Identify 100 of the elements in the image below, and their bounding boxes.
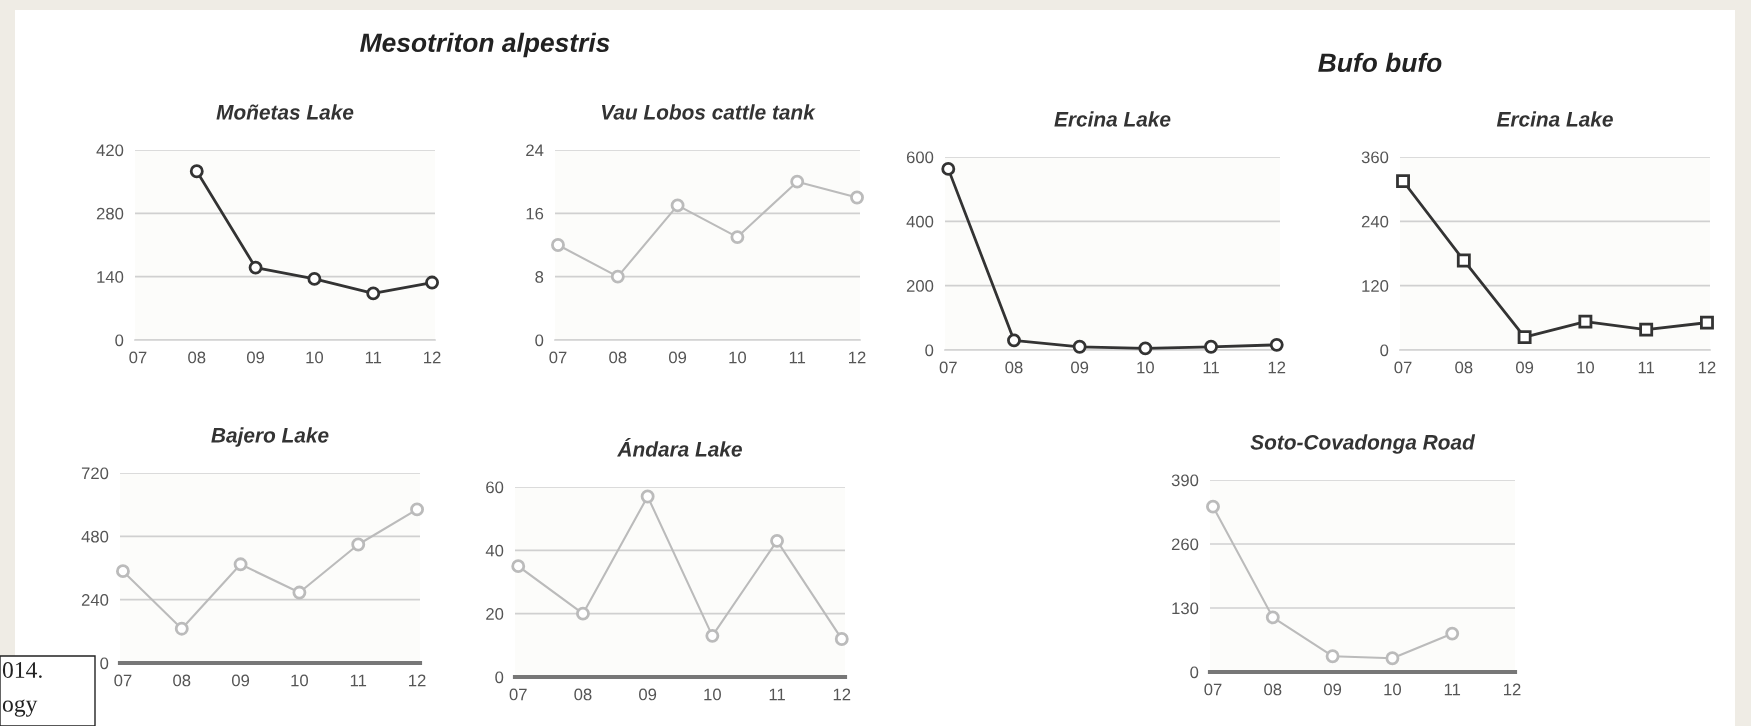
point — [1265, 610, 1280, 625]
x-tick-label: 07 — [939, 361, 957, 374]
point — [1456, 253, 1471, 268]
y-tick-label: 0 — [1190, 666, 1199, 679]
x-tick-label: 08 — [574, 688, 592, 701]
chart-title: Ándara Lake — [617, 438, 742, 457]
y-tick-label: 240 — [81, 594, 109, 606]
y-tick-label: 120 — [1362, 280, 1389, 292]
point — [576, 606, 590, 621]
point — [640, 489, 655, 504]
point — [1072, 339, 1087, 354]
x-tick-label: 10 — [729, 351, 747, 364]
point — [941, 161, 956, 176]
chart-title: Moñetas Lake — [216, 104, 354, 120]
y-tick-label: 16 — [526, 207, 544, 220]
x-tick-label: 12 — [1698, 361, 1716, 374]
y-tick-label: 60 — [486, 481, 504, 494]
x-tick-label: 09 — [668, 351, 687, 364]
x-tick-label: 08 — [1455, 361, 1473, 374]
x-tick-label: 08 — [609, 351, 627, 364]
x-tick-label: 12 — [849, 351, 866, 364]
x-tick-label: 08 — [173, 674, 191, 687]
chart-title: Soto-Covadonga Road — [1250, 434, 1476, 454]
y-tick-label: 240 — [1361, 215, 1389, 228]
chart-title: Ercina Lake — [1496, 111, 1613, 127]
point — [1396, 174, 1410, 189]
point — [248, 260, 263, 275]
x-tick-label: 07 — [509, 688, 527, 701]
y-tick-label: 200 — [906, 280, 934, 292]
y-tick-label: 600 — [906, 151, 934, 164]
x-tick-label: 09 — [246, 351, 265, 364]
point — [1517, 330, 1532, 345]
x-tick-label: 10 — [1137, 361, 1154, 374]
y-tick-label: 0 — [535, 334, 544, 347]
y-tick-label: 130 — [1172, 602, 1199, 615]
x-tick-label: 08 — [1005, 361, 1023, 374]
point — [1639, 322, 1654, 337]
point — [551, 238, 565, 252]
x-tick-label: 11 — [1638, 361, 1655, 374]
point — [730, 230, 745, 245]
x-tick-label: 07 — [1394, 361, 1412, 374]
point — [307, 271, 322, 286]
y-tick-label: 390 — [1171, 474, 1199, 487]
y-tick-label: 260 — [1171, 538, 1199, 551]
x-tick-label: 07 — [114, 674, 132, 687]
point — [1206, 499, 1220, 514]
point — [1700, 315, 1714, 330]
x-tick-label: 09 — [1323, 683, 1342, 696]
point — [850, 190, 864, 205]
x-tick-label: 08 — [1264, 683, 1282, 696]
point — [705, 628, 720, 643]
chart-title: Bajero Lake — [211, 427, 329, 447]
x-tick-label: 11 — [769, 688, 785, 701]
x-tick-label: 07 — [1204, 683, 1222, 696]
x-tick-label: 12 — [833, 688, 851, 701]
x-tick-label: 09 — [1071, 361, 1089, 374]
x-tick-label: 12 — [1268, 361, 1286, 374]
x-tick-label: 10 — [306, 351, 324, 364]
point — [366, 286, 381, 301]
point — [1204, 339, 1218, 354]
y-tick-label: 720 — [81, 467, 109, 480]
y-tick-label: 40 — [485, 544, 504, 557]
x-tick-label: 10 — [704, 688, 721, 701]
point — [834, 632, 849, 646]
x-tick-label: 11 — [365, 351, 382, 364]
x-tick-label: 11 — [350, 674, 367, 687]
point — [1007, 333, 1021, 348]
x-tick-label: 12 — [409, 674, 426, 687]
point — [116, 564, 130, 579]
point — [1269, 337, 1284, 352]
point — [770, 533, 784, 548]
y-tick-label: 0 — [925, 344, 934, 357]
y-tick-label: 420 — [96, 144, 124, 157]
x-tick-label: 12 — [424, 351, 441, 364]
chart-title: Ercina Lake — [1054, 111, 1171, 127]
y-tick-label: 20 — [486, 608, 504, 620]
point — [1578, 314, 1593, 329]
point — [790, 174, 805, 189]
point — [1445, 626, 1460, 641]
point — [610, 269, 625, 284]
y-tick-label: 280 — [96, 207, 124, 220]
y-tick-label: 400 — [906, 215, 934, 228]
x-tick-label: 11 — [1444, 683, 1461, 696]
point — [174, 621, 189, 636]
text: Bufo bufo — [1318, 52, 1442, 73]
y-tick-label: 0 — [115, 334, 124, 347]
y-tick-label: 24 — [526, 144, 544, 157]
x-tick-label: 08 — [188, 351, 206, 364]
x-tick-label: 11 — [1203, 361, 1219, 374]
y-tick-label: 0 — [100, 657, 109, 670]
y-tick-label: 480 — [81, 530, 109, 543]
point — [425, 275, 439, 290]
x-tick-label: 10 — [291, 674, 309, 687]
x-tick-label: 07 — [129, 351, 147, 364]
y-tick-label: 360 — [1361, 151, 1389, 164]
point — [1325, 649, 1340, 664]
y-tick-label: 8 — [535, 271, 544, 283]
text: ogy — [2, 699, 38, 717]
x-tick-label: 11 — [789, 351, 806, 364]
point — [1385, 651, 1400, 666]
